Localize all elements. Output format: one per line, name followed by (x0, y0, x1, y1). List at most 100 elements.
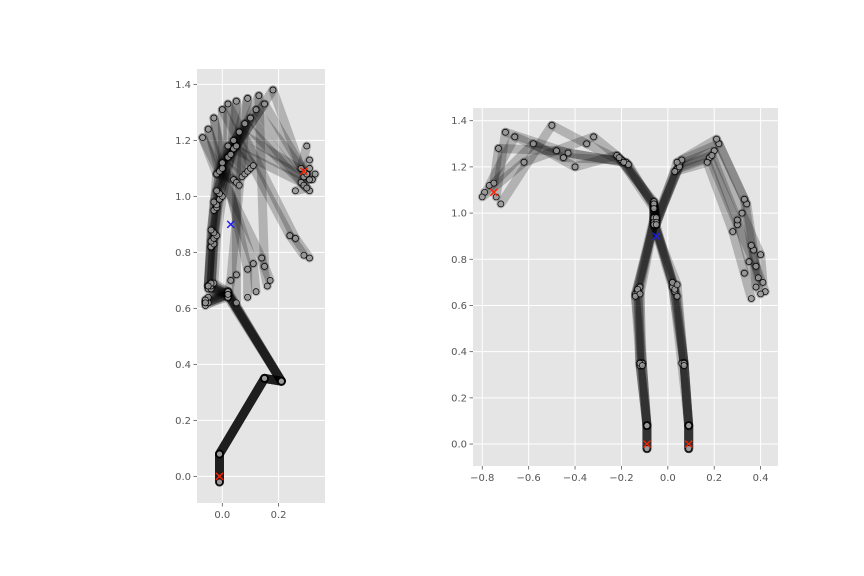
left-ticks: 0.0 0.2 0.0 0.2 0.4 0.6 0.8 1.0 1.2 1.4 (175, 80, 286, 521)
right-bone (635, 215, 659, 292)
left-joint (261, 263, 268, 270)
left-bone (229, 99, 270, 154)
right-y-tick-label: 0.2 (451, 393, 467, 404)
left-contact-marker (215, 472, 224, 481)
right-axes-background (473, 108, 778, 466)
left-joint (233, 271, 240, 279)
right-bone (677, 139, 724, 165)
left-joint (241, 120, 249, 127)
right-bone (679, 358, 694, 431)
right-bone (728, 227, 749, 278)
right-bone (637, 358, 652, 431)
left-joint (230, 137, 237, 144)
left-bone (217, 149, 236, 201)
right-bone (489, 143, 504, 188)
right-y-tick-label: 1.4 (451, 116, 467, 127)
right-y-tick-label: 0.0 (451, 440, 467, 451)
left-bone (268, 85, 306, 173)
right-bone (477, 157, 529, 202)
left-bone (203, 124, 225, 176)
right-bone (702, 157, 738, 237)
left-bone (198, 133, 222, 179)
left-axes-background (197, 69, 325, 503)
left-joint (210, 114, 218, 122)
right-joint (495, 145, 502, 152)
left-bone (203, 242, 216, 291)
right-joint (564, 149, 572, 157)
left-joint (204, 125, 212, 133)
right-bone (558, 153, 626, 165)
right-bone (651, 164, 682, 230)
right-joint (741, 269, 748, 277)
right-bone (570, 150, 622, 172)
left-joint (258, 254, 266, 262)
left-bone (234, 127, 312, 179)
right-joint (478, 193, 486, 201)
right-joint (734, 216, 741, 224)
left-bone (248, 259, 261, 297)
right-x-tick-label: 0.2 (706, 473, 722, 484)
left-y-tick-label: 0.4 (175, 360, 191, 371)
left-y-tick-label: 1.0 (175, 192, 191, 203)
right-bone (651, 167, 680, 223)
left-joint (233, 97, 240, 105)
right-joint (752, 283, 760, 291)
left-joint (306, 156, 313, 164)
right-joint (754, 274, 762, 282)
right-joint (620, 158, 628, 166)
left-bone (254, 91, 270, 271)
left-skeleton-joints (199, 86, 319, 486)
right-bone (670, 284, 689, 368)
left-bone (223, 289, 286, 386)
left-bone (223, 141, 306, 187)
right-joint (643, 422, 651, 429)
left-bone (217, 105, 295, 241)
left-bone (215, 373, 270, 459)
left-bone (198, 133, 267, 263)
left-bone (209, 113, 253, 274)
right-bone (649, 217, 680, 294)
left-x-tick-label: 0.2 (271, 510, 287, 521)
left-joint (224, 291, 232, 298)
left-bone (215, 373, 270, 459)
right-bone (633, 217, 659, 294)
right-bone (649, 213, 677, 287)
right-bone (672, 291, 689, 368)
right-joint (490, 179, 498, 187)
right-x-tick-label: −0.6 (517, 473, 541, 484)
left-bone (203, 124, 258, 269)
right-bone (633, 287, 647, 368)
left-joint (244, 265, 251, 273)
right-bone (494, 143, 561, 156)
right-y-tick-label: 1.0 (451, 209, 467, 220)
right-joint (638, 362, 646, 369)
left-bone (223, 152, 250, 179)
left-joint (286, 232, 294, 239)
left-joint (261, 375, 268, 382)
right-bone (635, 220, 659, 299)
right-bone (528, 139, 580, 172)
left-joint (224, 142, 232, 150)
left-bone (229, 144, 255, 173)
right-bone (667, 282, 689, 368)
left-joint (235, 128, 243, 136)
left-joint (269, 86, 277, 94)
right-x-tick-label: 0.0 (660, 473, 676, 484)
right-joint (713, 135, 720, 143)
left-bone (260, 99, 309, 176)
left-bone (223, 287, 286, 386)
right-joint (671, 168, 679, 175)
right-bone (679, 358, 694, 431)
left-plot: 0.0 0.2 0.0 0.2 0.4 0.6 0.8 1.0 1.2 1.4 (175, 69, 325, 521)
right-joint (529, 140, 537, 148)
right-bone (633, 284, 645, 368)
right-joint (560, 154, 567, 162)
left-y-tick-label: 0.8 (175, 248, 191, 259)
right-bone (614, 153, 659, 213)
right-bone (630, 291, 647, 368)
left-bone (223, 287, 286, 386)
left-joint (235, 181, 243, 189)
right-bone (484, 132, 520, 190)
right-x-tick-label: 0.4 (753, 473, 769, 484)
left-y-tick-label: 0.6 (175, 304, 191, 315)
